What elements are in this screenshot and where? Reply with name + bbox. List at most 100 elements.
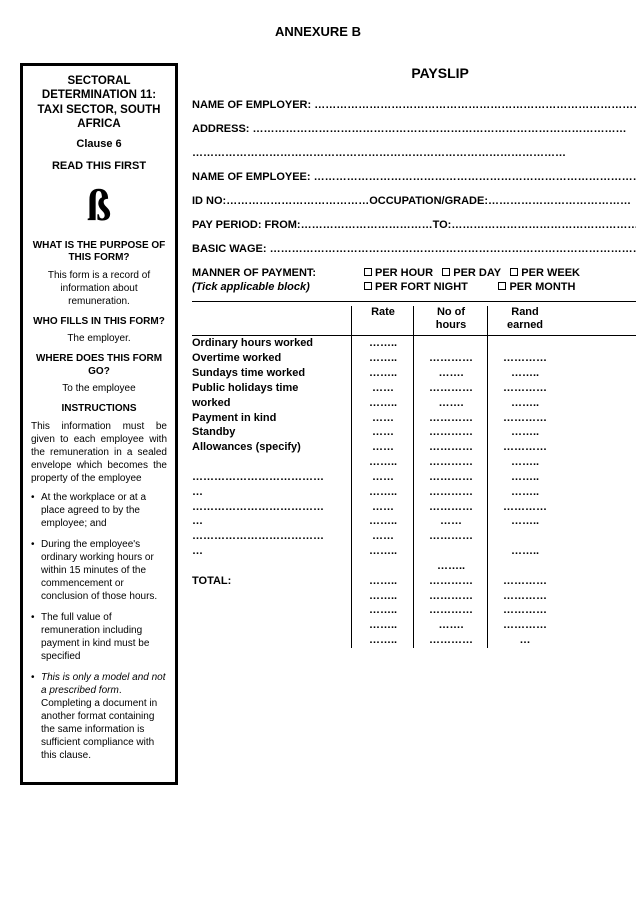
table-rand-col: ………………..………………..………………..………………..……..……..… [492, 336, 558, 648]
cell-hours: ………… [418, 425, 484, 440]
main: PAYSLIP NAME OF EMPLOYER: ……………………………………… [192, 63, 636, 785]
mop-sublabel: (Tick applicable block) [192, 281, 352, 293]
cell-rate: …… [356, 500, 410, 515]
opt-per-month: PER MONTH [509, 281, 575, 293]
header-blank [192, 306, 348, 335]
divider [192, 301, 636, 302]
opt-per-hour: PER HOUR [375, 267, 433, 279]
cell-rate: …….. [356, 455, 410, 470]
cell-hours: ………… [418, 633, 484, 648]
header-hours: No of hours [418, 306, 484, 335]
mop-options-row1: PER HOUR PER DAY PER WEEK [364, 267, 636, 279]
dots: ………………………………………………………………………………………… [314, 171, 636, 183]
cell-rate: …….. [356, 618, 410, 633]
table-row-label: Standby [192, 425, 348, 440]
instructions-list: At the workplace or at a place agreed to… [31, 491, 167, 762]
opt-per-fortnight: PER FORT NIGHT [375, 281, 468, 293]
table-row-label: … [192, 514, 348, 529]
cell-hours: ……. [418, 396, 484, 411]
table-row-label: … [192, 485, 348, 500]
checkbox-per-day[interactable] [442, 268, 450, 276]
mop-label: MANNER OF PAYMENT: [192, 267, 352, 279]
cell-hours: ………… [418, 381, 484, 396]
table-row-label: ……………………………… [192, 500, 348, 515]
cell-rate: …… [356, 425, 410, 440]
heading-instructions: INSTRUCTIONS [31, 403, 167, 416]
table-row-label: Allowances (specify) [192, 440, 348, 455]
cell-rand: …….. [492, 470, 558, 485]
label-basicwage: BASIC WAGE: [192, 243, 270, 255]
table-row-label: Payment in kind [192, 411, 348, 426]
table-row-label: worked [192, 396, 348, 411]
field-id-occupation: ID NO:…………………………………OCCUPATION/GRADE:…………… [192, 195, 636, 207]
cell-hours [418, 336, 484, 351]
cell-hours: ………… [418, 485, 484, 500]
cell-rand: …….. [492, 485, 558, 500]
manner-of-payment-row2: (Tick applicable block) PER FORT NIGHT P… [192, 281, 636, 293]
instructions-item: The full value of remuneration including… [31, 611, 167, 663]
header-rate: Rate [356, 306, 410, 335]
cell-rand: ………… [492, 500, 558, 515]
instructions-item: At the workplace or at a place agreed to… [31, 491, 167, 530]
checkbox-per-week[interactable] [510, 268, 518, 276]
heading-purpose: WHAT IS THE PURPOSE OF THIS FORM? [31, 240, 167, 265]
field-address: ADDRESS: …………………………………………………………………………………… [192, 123, 636, 135]
vsep [484, 336, 492, 648]
dots: ………………………………………………………………………………………… [253, 123, 627, 135]
cell-hours: ………… [418, 589, 484, 604]
table-row-label: Sundays time worked [192, 366, 348, 381]
label-employer: NAME OF EMPLOYER: [192, 99, 314, 111]
checkbox-per-fortnight[interactable] [364, 282, 372, 290]
heading-who: WHO FILLS IN THIS FORM? [31, 316, 167, 329]
cell-rand: …….. [492, 514, 558, 529]
vsep [484, 306, 492, 335]
table-labels-col: Ordinary hours workedOvertime workedSund… [192, 336, 348, 648]
cell-rand: ………… [492, 381, 558, 396]
cell-rate: …… [356, 381, 410, 396]
field-employer: NAME OF EMPLOYER: …………………………………………………………… [192, 99, 636, 111]
checkbox-per-month[interactable] [498, 282, 506, 290]
cell-hours: ……. [418, 366, 484, 381]
field-basic-wage: BASIC WAGE: …………………………………………………………………………… [192, 243, 636, 255]
dots: ………………………………………………………………………………………… [314, 99, 636, 111]
cell-rand: ………… [492, 351, 558, 366]
cell-rate: …….. [356, 366, 410, 381]
annexure-title: ANNEXURE B [20, 24, 616, 39]
table-row-label [192, 633, 348, 648]
cell-rand [492, 529, 558, 544]
table-row-label [192, 618, 348, 633]
address-line2: ………………………………………………………………………………………… [192, 147, 636, 159]
cell-rand: …….. [492, 425, 558, 440]
cell-rate: …….. [356, 336, 410, 351]
cell-hours [418, 544, 484, 559]
sidebar-title: SECTORAL DETERMINATION 11: TAXI SECTOR, … [31, 74, 167, 132]
cell-hours: ………… [418, 574, 484, 589]
cell-rand: … [492, 633, 558, 648]
label-employee: NAME OF EMPLOYEE: [192, 171, 314, 183]
cell-rand: ………… [492, 589, 558, 604]
label-address: ADDRESS: [192, 123, 253, 135]
table-row-label [192, 559, 348, 574]
vsep [348, 336, 356, 648]
cell-rate: …… [356, 529, 410, 544]
sidebar: SECTORAL DETERMINATION 11: TAXI SECTOR, … [20, 63, 178, 785]
content: SECTORAL DETERMINATION 11: TAXI SECTOR, … [20, 63, 616, 785]
table-rate-col: ……..……..……..…………..……………………..…………..…………..… [356, 336, 410, 648]
table-row-label: Ordinary hours worked [192, 336, 348, 351]
heading-where: WHERE DOES THIS FORM GO? [31, 353, 167, 378]
text-purpose: This form is a record of information abo… [31, 269, 167, 308]
cell-hours: …….. [418, 559, 484, 574]
dots: ………………………………………………………………………………………… [270, 243, 636, 255]
cell-hours: ………… [418, 470, 484, 485]
cell-hours: ………… [418, 529, 484, 544]
vsep [410, 306, 418, 335]
label-to: TO: [433, 219, 452, 231]
vsep [348, 306, 356, 335]
cell-hours: ………… [418, 351, 484, 366]
text-where: To the employee [31, 382, 167, 395]
field-employee: NAME OF EMPLOYEE: …………………………………………………………… [192, 171, 636, 183]
cell-rate: …….. [356, 574, 410, 589]
vsep [410, 336, 418, 648]
manner-of-payment-row1: MANNER OF PAYMENT: PER HOUR PER DAY PER … [192, 267, 636, 279]
checkbox-per-hour[interactable] [364, 268, 372, 276]
